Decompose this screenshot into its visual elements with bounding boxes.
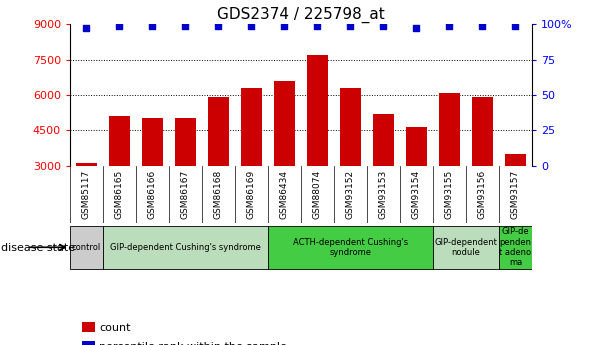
Point: [511, 23, 520, 28]
Point: [148, 23, 157, 28]
Point: [478, 23, 488, 28]
Point: [114, 23, 124, 28]
Text: GSM93156: GSM93156: [478, 169, 487, 219]
Text: GSM88074: GSM88074: [313, 169, 322, 219]
Text: percentile rank within the sample: percentile rank within the sample: [99, 342, 287, 345]
Text: GSM93154: GSM93154: [412, 169, 421, 219]
Bar: [499, 226, 532, 268]
Text: count: count: [99, 323, 131, 333]
Bar: [373, 114, 394, 166]
Bar: [174, 118, 196, 166]
Text: GIP-dependent
nodule: GIP-dependent nodule: [435, 238, 497, 257]
Text: GSM93152: GSM93152: [346, 169, 355, 219]
Point: [345, 23, 355, 28]
Bar: [406, 127, 427, 166]
Text: GSM93153: GSM93153: [379, 169, 388, 219]
Text: GSM86169: GSM86169: [247, 169, 256, 219]
Text: GSM85117: GSM85117: [82, 169, 91, 219]
Text: ACTH-dependent Cushing's
syndrome: ACTH-dependent Cushing's syndrome: [293, 238, 408, 257]
Title: GDS2374 / 225798_at: GDS2374 / 225798_at: [217, 7, 385, 23]
Text: GIP-dependent Cushing's syndrome: GIP-dependent Cushing's syndrome: [110, 243, 261, 252]
Text: disease state: disease state: [1, 243, 75, 253]
Point: [247, 23, 257, 28]
Bar: [142, 118, 163, 166]
Text: control: control: [72, 243, 101, 252]
Bar: [505, 154, 526, 166]
Point: [213, 23, 223, 28]
Point: [81, 26, 91, 31]
Bar: [274, 81, 295, 166]
Bar: [433, 226, 499, 268]
Bar: [472, 97, 493, 166]
Point: [379, 23, 389, 28]
Text: GSM86434: GSM86434: [280, 169, 289, 219]
Text: GSM86165: GSM86165: [115, 169, 124, 219]
Text: GSM86166: GSM86166: [148, 169, 157, 219]
Bar: [268, 226, 433, 268]
Bar: [439, 92, 460, 166]
Bar: [241, 88, 262, 166]
Bar: [340, 88, 361, 166]
Bar: [103, 226, 268, 268]
Text: GSM86168: GSM86168: [214, 169, 223, 219]
Bar: [208, 97, 229, 166]
Point: [412, 26, 421, 31]
Point: [280, 23, 289, 28]
Bar: [306, 55, 328, 166]
Bar: [75, 163, 97, 166]
Point: [313, 23, 322, 28]
Point: [181, 23, 190, 28]
Bar: [109, 116, 130, 166]
Point: [444, 23, 454, 28]
Bar: [70, 226, 103, 268]
Text: GIP-de
penden
t adeno
ma: GIP-de penden t adeno ma: [499, 227, 531, 267]
Text: GSM86167: GSM86167: [181, 169, 190, 219]
Text: GSM93155: GSM93155: [445, 169, 454, 219]
Text: GSM93157: GSM93157: [511, 169, 520, 219]
